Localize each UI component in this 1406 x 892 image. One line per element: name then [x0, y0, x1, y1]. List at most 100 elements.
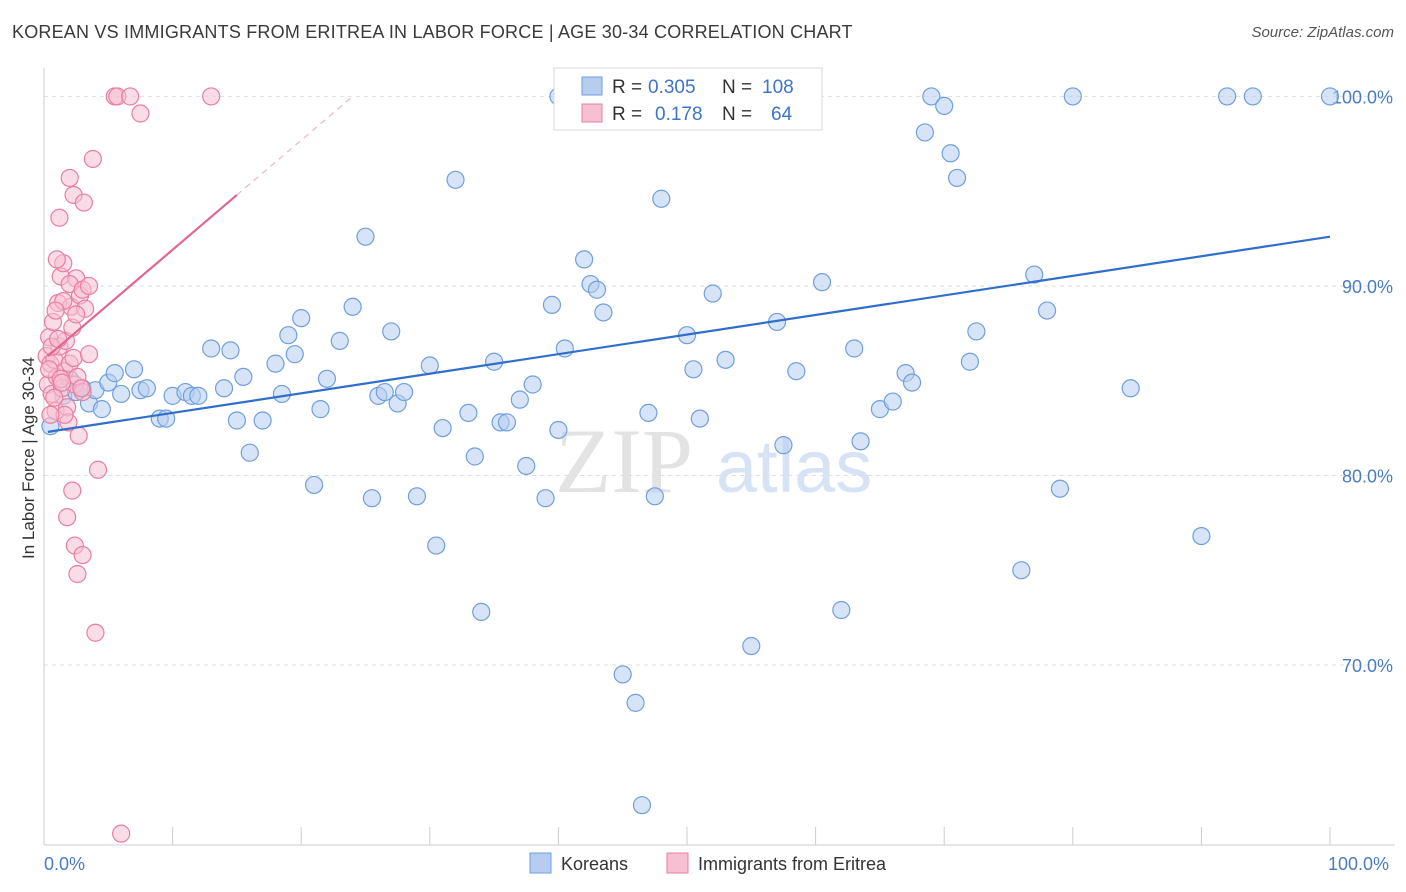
series-legend: Koreans Immigrants from Eritrea [529, 852, 887, 874]
korean-point-86 [883, 392, 902, 411]
y-tick-label-1: 90.0% [1342, 277, 1393, 297]
korean-point-89 [915, 123, 935, 142]
korean-point-104 [1320, 87, 1340, 106]
bottom-legend-swatch-koreans [529, 852, 552, 874]
korean-point-11 [124, 360, 144, 379]
legend-r-value-1: 0.305 [648, 77, 696, 98]
korean-point-30 [285, 345, 304, 364]
korean-point-101 [1192, 526, 1211, 546]
korean-point-91 [941, 144, 960, 163]
korean-point-44 [407, 487, 427, 506]
source-credit: Source: ZipAtlas.com [1251, 24, 1394, 41]
korean-point-67 [626, 693, 645, 712]
eritrea-point-29 [79, 345, 99, 364]
eritrea-point-51 [86, 623, 105, 642]
korean-trend-line [47, 235, 1331, 433]
korean-point-95 [1012, 561, 1031, 580]
eritrea-point-37 [60, 168, 79, 188]
y-tick-label-2: 80.0% [1342, 466, 1393, 486]
eritrea-point-63 [41, 405, 60, 424]
eritrea-point-43 [121, 87, 140, 106]
eritrea-point-47 [63, 481, 82, 500]
eritrea-point-46 [58, 508, 77, 527]
korean-point-98 [1050, 479, 1070, 498]
korean-point-79 [774, 436, 793, 455]
eritrea-point-59 [46, 301, 65, 320]
bottom-legend-swatch-eritrea [666, 852, 689, 874]
eritrea-trend-extension [236, 95, 354, 196]
korean-point-100 [1121, 379, 1140, 398]
korean-point-65 [594, 303, 613, 322]
korean-point-88 [902, 373, 922, 392]
korean-point-68 [632, 796, 652, 815]
y-axis-label: In Labor Force | Age 30-34 [19, 357, 38, 559]
korean-point-69 [639, 403, 658, 423]
watermark-atlas: atlas [716, 425, 872, 508]
korean-point-64 [587, 280, 607, 299]
korean-point-31 [292, 309, 311, 328]
korean-point-54 [497, 413, 517, 432]
korean-point-45 [420, 356, 439, 375]
korean-point-32 [304, 475, 324, 495]
korean-point-99 [1063, 87, 1082, 106]
eritrea-point-49 [68, 564, 87, 584]
korean-point-36 [343, 297, 362, 316]
legend-n-label-1: N = [722, 77, 752, 98]
eritrea-trend-line [47, 194, 238, 357]
korean-point-24 [234, 367, 253, 387]
eritrea-point-30 [47, 250, 66, 269]
korean-point-47 [433, 418, 452, 438]
korean-point-92 [947, 168, 967, 188]
eritrea-point-39 [74, 193, 93, 212]
axes [43, 68, 1395, 846]
legend-swatch-eritrea [581, 103, 603, 123]
bottom-legend-label-eritrea: Immigrants from Eritrea [698, 854, 887, 874]
korean-point-46 [427, 536, 446, 555]
korean-point-25 [240, 443, 259, 462]
korean-point-76 [716, 350, 735, 369]
legend-n-label-2: N = [722, 104, 752, 125]
y-tick-labels: 100.0% 90.0% 80.0% 70.0% [1332, 87, 1393, 676]
eritrea-point-50 [73, 545, 92, 565]
korean-point-27 [266, 354, 285, 373]
korean-point-77 [742, 636, 761, 656]
y-tick-label-0: 100.0% [1332, 87, 1393, 107]
eritrea-point-33 [67, 305, 86, 324]
korean-point-81 [812, 273, 832, 292]
korean-point-33 [311, 400, 330, 419]
eritrea-point-45 [202, 87, 221, 106]
korean-point-20 [202, 339, 221, 358]
bottom-legend-label-koreans: Koreans [561, 854, 628, 874]
korean-point-102 [1218, 87, 1237, 106]
korean-point-83 [845, 339, 864, 358]
korean-point-34 [317, 369, 337, 388]
korean-point-75 [703, 284, 722, 303]
korean-point-21 [214, 379, 234, 398]
eritrea-point-25 [69, 426, 88, 445]
eritrea-point-44 [131, 104, 150, 123]
x-tick-labels: 0.0% 100.0% [44, 854, 1389, 874]
korean-point-107 [935, 96, 954, 116]
korean-point-43 [394, 382, 414, 402]
legend-n-value-2: 64 [771, 104, 793, 125]
korean-point-71 [652, 189, 671, 208]
korean-point-9 [105, 364, 124, 383]
y-tick-label-3: 70.0% [1342, 656, 1393, 676]
legend-swatch-koreans [581, 76, 603, 96]
korean-point-23 [227, 411, 246, 430]
korean-point-93 [960, 352, 980, 371]
legend-r-label-2: R = [612, 104, 642, 125]
korean-point-62 [575, 250, 594, 269]
eritrea-point-61 [52, 373, 72, 392]
korean-point-55 [510, 390, 529, 409]
korean-point-94 [967, 322, 986, 341]
korean-point-35 [330, 331, 349, 350]
x-tick-label-min: 0.0% [44, 854, 85, 874]
korean-point-50 [465, 447, 484, 466]
korean-point-74 [690, 409, 709, 428]
legend-r-value-2: 0.178 [655, 104, 703, 125]
korean-point-73 [684, 360, 703, 379]
korean-point-51 [472, 602, 491, 622]
eritrea-point-62 [72, 379, 91, 398]
korean-point-28 [272, 384, 292, 404]
